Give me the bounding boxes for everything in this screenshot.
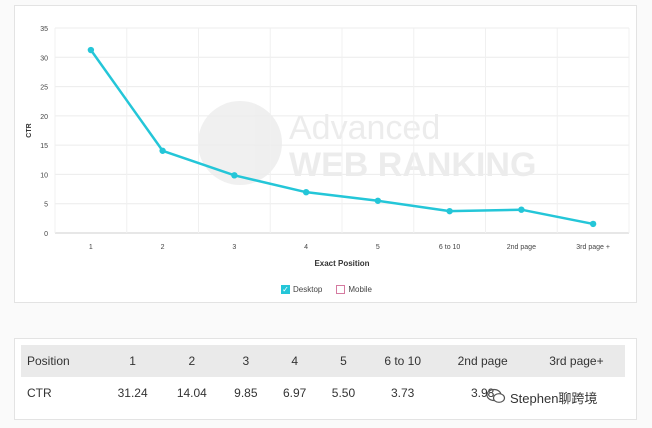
y-axis-title: CTR: [26, 123, 33, 137]
overlay-text: Stephen聊跨境: [510, 391, 598, 406]
globe-icon: [198, 101, 282, 185]
data-point: [87, 46, 95, 54]
table-header-row: Position 1 2 3 4 5 6 to 10 2nd page 3rd …: [21, 345, 625, 377]
table-cell: 31.24: [117, 386, 148, 400]
table-cell: 3.98: [470, 386, 495, 400]
x-tick-label: 2nd page: [507, 244, 536, 251]
chart-legend: ✓ Desktop Mobile: [15, 285, 638, 294]
data-point: [159, 147, 166, 154]
legend-item-desktop[interactable]: ✓ Desktop: [281, 285, 322, 294]
ctr-table-panel: Position 1 2 3 4 5 6 to 10 2nd page 3rd …: [14, 338, 637, 420]
ctr-table: Position 1 2 3 4 5 6 to 10 2nd page 3rd …: [21, 345, 625, 409]
data-point: [231, 172, 238, 179]
table-cell: 3.73: [390, 386, 415, 400]
wechat-icon: [486, 388, 506, 407]
y-tick-label: 20: [40, 114, 48, 121]
watermark-text: WEB RANKING: [289, 146, 536, 184]
y-tick-label: 35: [40, 26, 48, 33]
table-header-cell: 3: [242, 354, 250, 368]
table-cell: 14.04: [176, 386, 207, 400]
table-cell: 5.50: [331, 386, 356, 400]
table-header-cell: 2nd page: [457, 354, 508, 368]
x-tick-label: 4: [304, 244, 308, 251]
y-tick-label: 25: [40, 85, 48, 92]
table-cell: 6.97: [282, 386, 307, 400]
x-axis-title: Exact Position: [314, 259, 369, 268]
y-tick-label: 0: [44, 231, 48, 238]
x-tick-label: 3rd page +: [576, 244, 610, 251]
overlay-watermark: Stephen聊跨境: [486, 388, 597, 407]
table-header-cell: 5: [340, 354, 347, 368]
table-row-label: CTR: [27, 386, 52, 400]
checkbox-unchecked-icon[interactable]: [336, 285, 346, 294]
table-header-cell: 6 to 10: [384, 354, 422, 368]
x-tick-label: 3: [232, 244, 236, 251]
legend-label-mobile: Mobile: [348, 285, 372, 294]
data-point: [446, 207, 453, 215]
table-cell: 9.85: [234, 386, 258, 400]
legend-item-mobile[interactable]: Mobile: [336, 285, 372, 294]
x-tick-label: 2: [161, 244, 165, 251]
y-tick-label: 30: [40, 55, 48, 62]
data-point: [374, 197, 382, 204]
y-tick-label: 15: [40, 143, 48, 150]
table-header-cell: Position: [27, 354, 70, 368]
table-row: CTR 31.24 14.04 9.85 6.97 5.50 3.73 3.98: [21, 377, 625, 409]
x-tick-label: 5: [376, 244, 380, 251]
ctr-chart-panel: Advanced WEB RANKING 0 5 10 15 20 25 30 35 1 2 3 4 5 6 …: [14, 5, 637, 303]
series-line-desktop: [89, 49, 594, 226]
checkbox-checked-icon[interactable]: ✓: [281, 285, 291, 294]
y-tick-label: 10: [40, 172, 48, 179]
table-header-cell: 2: [188, 354, 196, 368]
data-point: [302, 188, 310, 196]
x-tick-label: 6 to 10: [439, 244, 461, 251]
x-tick-label: 1: [89, 244, 93, 251]
table-header-cell: 1: [129, 354, 136, 368]
data-point: [518, 206, 525, 213]
data-point: [589, 220, 597, 228]
table-header-cell: 3rd page+: [549, 354, 604, 368]
legend-label-desktop: Desktop: [293, 285, 323, 294]
y-tick-label: 5: [44, 202, 48, 209]
watermark-text: Advanced: [289, 109, 440, 147]
table-header-cell: 4: [291, 354, 298, 368]
